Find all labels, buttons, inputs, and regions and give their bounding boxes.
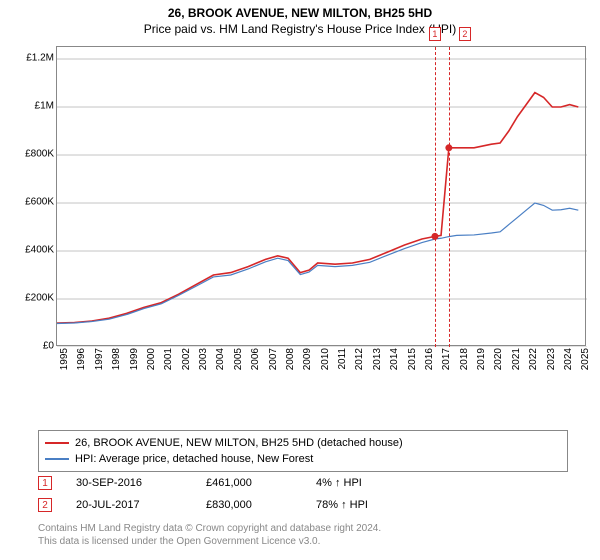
xtick-label: 2000	[146, 348, 157, 370]
xtick-label: 2016	[424, 348, 435, 370]
ytick-label: £400K	[25, 245, 54, 256]
ytick-label: £0	[43, 341, 54, 352]
xtick-label: 1995	[59, 348, 70, 370]
xtick-label: 2009	[302, 348, 313, 370]
xtick-label: 2010	[320, 348, 331, 370]
sales-date: 30-SEP-2016	[76, 477, 206, 489]
xtick-label: 1996	[76, 348, 87, 370]
xtick-label: 1997	[94, 348, 105, 370]
chart-area: 12 £0£200K£400K£600K£800K£1M£1.2M 199519…	[34, 46, 594, 376]
sales-table: 1 30-SEP-2016£461,0004% ↑ HPI 2 20-JUL-2017…	[38, 472, 406, 516]
sales-date: 20-JUL-2017	[76, 499, 206, 511]
sales-price: £830,000	[206, 499, 316, 511]
ytick-label: £1.2M	[26, 53, 54, 64]
xtick-label: 2025	[580, 348, 591, 370]
xtick-label: 2004	[215, 348, 226, 370]
xtick-label: 2012	[354, 348, 365, 370]
xtick-label: 2005	[233, 348, 244, 370]
legend-label: 26, BROOK AVENUE, NEW MILTON, BH25 5HD (…	[75, 437, 403, 449]
ytick-label: £1M	[35, 101, 54, 112]
event-line-1	[435, 47, 436, 347]
plot-svg	[57, 47, 587, 347]
xtick-label: 2015	[407, 348, 418, 370]
ytick-label: £800K	[25, 149, 54, 160]
xtick-label: 2020	[493, 348, 504, 370]
footer-attribution: Contains HM Land Registry data © Crown c…	[38, 522, 381, 548]
legend-swatch	[45, 458, 69, 460]
chart-title: 26, BROOK AVENUE, NEW MILTON, BH25 5HD	[0, 0, 600, 20]
ytick-label: £600K	[25, 197, 54, 208]
footer-line2: This data is licensed under the Open Gov…	[38, 535, 381, 548]
legend: 26, BROOK AVENUE, NEW MILTON, BH25 5HD (…	[38, 430, 568, 472]
legend-item: 26, BROOK AVENUE, NEW MILTON, BH25 5HD (…	[45, 435, 561, 451]
footer-line1: Contains HM Land Registry data © Crown c…	[38, 522, 381, 535]
ytick-label: £200K	[25, 293, 54, 304]
sales-price: £461,000	[206, 477, 316, 489]
event-marker-2: 2	[459, 27, 471, 41]
xtick-label: 2023	[546, 348, 557, 370]
event-line-2	[449, 47, 450, 347]
xtick-label: 1998	[111, 348, 122, 370]
legend-item: HPI: Average price, detached house, New …	[45, 451, 561, 467]
xtick-label: 2018	[459, 348, 470, 370]
xtick-label: 2019	[476, 348, 487, 370]
xtick-label: 2017	[441, 348, 452, 370]
sales-row: 1 30-SEP-2016£461,0004% ↑ HPI	[38, 472, 406, 494]
legend-swatch	[45, 442, 69, 444]
xtick-label: 2011	[337, 348, 348, 370]
xtick-label: 2021	[511, 348, 522, 370]
xtick-label: 2003	[198, 348, 209, 370]
xtick-label: 2008	[285, 348, 296, 370]
plot-area: 12	[56, 46, 586, 346]
sales-marker: 2	[38, 498, 52, 512]
xtick-label: 2001	[163, 348, 174, 370]
legend-label: HPI: Average price, detached house, New …	[75, 453, 313, 465]
xtick-label: 2002	[181, 348, 192, 370]
xtick-label: 2022	[528, 348, 539, 370]
xtick-label: 2007	[268, 348, 279, 370]
sales-marker: 1	[38, 476, 52, 490]
xtick-label: 2013	[372, 348, 383, 370]
sales-pct: 78% ↑ HPI	[316, 499, 406, 511]
xtick-label: 2014	[389, 348, 400, 370]
sales-pct: 4% ↑ HPI	[316, 477, 406, 489]
chart-subtitle: Price paid vs. HM Land Registry's House …	[0, 20, 600, 40]
sales-row: 2 20-JUL-2017£830,00078% ↑ HPI	[38, 494, 406, 516]
event-marker-1: 1	[429, 27, 441, 41]
xtick-label: 2006	[250, 348, 261, 370]
xtick-label: 2024	[563, 348, 574, 370]
xtick-label: 1999	[129, 348, 140, 370]
